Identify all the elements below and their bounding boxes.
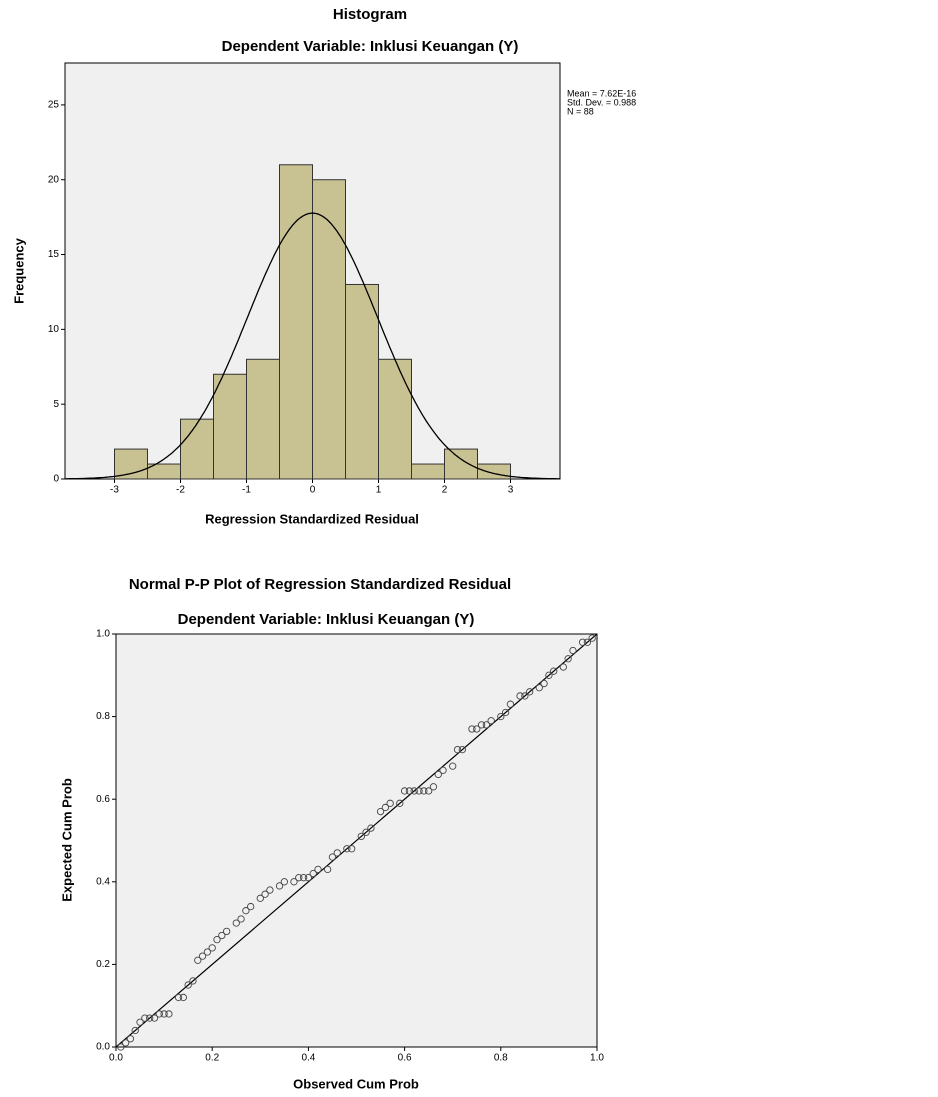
y-tick-label: 1.0 [96, 629, 110, 640]
chart-subtitle: Dependent Variable: Inklusi Keuangan (Y) [178, 611, 475, 628]
x-axis-label: Observed Cum Prob [293, 1076, 419, 1091]
stat-text: N = 88 [567, 106, 594, 116]
y-axis-label: Frequency [11, 237, 26, 304]
x-tick-label: 0 [310, 485, 316, 496]
x-tick-label: 0.0 [109, 1053, 123, 1064]
bar [445, 449, 478, 479]
bar [379, 359, 412, 479]
x-tick-label: 0.8 [494, 1053, 508, 1064]
y-tick-label: 0.8 [96, 711, 110, 722]
y-tick-label: 10 [48, 324, 60, 335]
bar [181, 419, 214, 479]
chart-title: Histogram [333, 6, 407, 23]
x-tick-label: 0.2 [205, 1053, 219, 1064]
bar [280, 165, 313, 479]
x-tick-label: 3 [508, 485, 514, 496]
chart-title: Normal P-P Plot of Regression Standardiz… [129, 576, 511, 593]
y-tick-label: 25 [48, 100, 60, 111]
x-tick-label: 0.4 [301, 1053, 315, 1064]
x-tick-label: -3 [110, 485, 119, 496]
x-tick-label: 1.0 [590, 1053, 604, 1064]
x-tick-label: -2 [176, 485, 185, 496]
bar [346, 284, 379, 479]
y-tick-label: 5 [53, 399, 59, 410]
y-axis-label: Expected Cum Prob [59, 778, 74, 902]
x-axis-label: Regression Standardized Residual [205, 511, 419, 526]
bar [214, 374, 247, 479]
y-tick-label: 20 [48, 174, 60, 185]
bar [115, 449, 148, 479]
bar [313, 180, 346, 479]
y-tick-label: 0.6 [96, 794, 110, 805]
chart-page: Histogram Dependent Variable: Inklusi Ke… [0, 0, 938, 1097]
y-tick-label: 0.4 [96, 876, 110, 887]
x-tick-label: 0.6 [398, 1053, 412, 1064]
bar [247, 359, 280, 479]
chart-subtitle: Dependent Variable: Inklusi Keuangan (Y) [222, 38, 519, 55]
y-tick-label: 0.0 [96, 1042, 110, 1053]
y-tick-label: 0 [53, 474, 59, 485]
x-tick-label: -1 [242, 485, 251, 496]
y-tick-label: 15 [48, 249, 60, 260]
bar [412, 464, 445, 479]
y-tick-label: 0.2 [96, 959, 110, 970]
x-tick-label: 2 [442, 485, 448, 496]
bar [478, 464, 511, 479]
x-tick-label: 1 [376, 485, 382, 496]
